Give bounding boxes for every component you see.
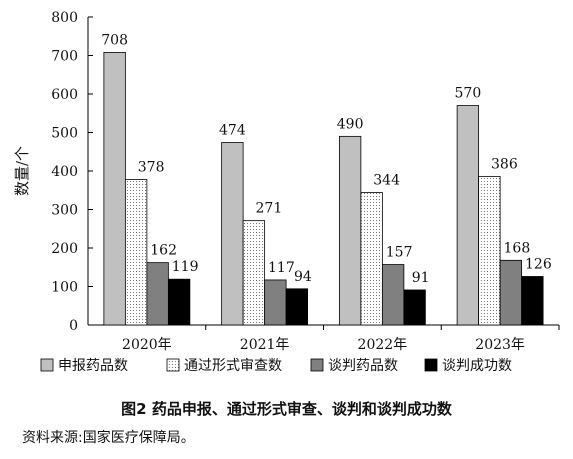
legend-label: 通过形式审查数 xyxy=(184,358,282,374)
data-label: 91 xyxy=(412,270,430,286)
bar-3-1 xyxy=(146,262,169,326)
x-category-label: 2021年 xyxy=(240,337,290,353)
legend-swatch xyxy=(166,358,180,372)
data-label: 162 xyxy=(150,243,177,259)
y-axis-label: 数量/个 xyxy=(13,146,31,196)
y-tick-label: 0 xyxy=(69,318,78,334)
x-category-label: 2020年 xyxy=(122,337,172,353)
data-label: 271 xyxy=(256,201,283,217)
bar-3-3 xyxy=(381,264,405,326)
chart-legend: 申报药品数 通过形式审查数 谈判药品数 谈判成功数 xyxy=(40,358,512,374)
legend-label: 谈判成功数 xyxy=(442,358,512,374)
legend-swatch xyxy=(310,358,324,372)
bar-2-2 xyxy=(242,220,266,326)
data-label: 94 xyxy=(294,269,312,285)
bar-3-4 xyxy=(499,259,523,326)
data-label: 157 xyxy=(386,245,413,261)
data-label: 126 xyxy=(525,256,552,272)
data-label: 378 xyxy=(138,159,165,175)
bar-1-3 xyxy=(338,135,362,326)
data-label: 386 xyxy=(491,156,518,172)
y-tick-label: 300 xyxy=(51,203,78,219)
data-label: 474 xyxy=(219,123,246,139)
data-label: 168 xyxy=(504,240,531,256)
bar-2-1 xyxy=(124,179,148,326)
data-label: 708 xyxy=(101,32,128,48)
data-label: 117 xyxy=(268,260,295,276)
bar-3-2 xyxy=(264,279,287,326)
data-source-note: 资料来源:国家医疗保障局。 xyxy=(22,430,195,446)
data-label: 490 xyxy=(337,116,364,132)
legend-label: 申报药品数 xyxy=(58,358,128,374)
bar-1-1 xyxy=(103,52,126,326)
legend-swatch xyxy=(424,358,438,372)
y-tick-label: 600 xyxy=(51,87,78,103)
bar-2-4 xyxy=(478,175,501,326)
data-label: 344 xyxy=(373,173,400,189)
bar-4-2 xyxy=(285,288,309,326)
data-label: 570 xyxy=(455,86,482,102)
y-tick-label: 100 xyxy=(51,280,78,296)
data-label: 119 xyxy=(172,259,199,275)
y-tick-label: 500 xyxy=(51,126,78,142)
bar-4-3 xyxy=(403,289,426,326)
x-category-label: 2022年 xyxy=(358,337,408,353)
figure-caption: 图2 药品申报、通过形式审查、谈判和谈判成功数 xyxy=(121,400,452,418)
y-tick-label: 700 xyxy=(51,49,78,65)
bar-1-2 xyxy=(221,142,244,326)
y-tick-label: 800 xyxy=(51,10,78,26)
bar-4-1 xyxy=(167,278,191,326)
bar-1-4 xyxy=(456,105,480,326)
x-category-label: 2023年 xyxy=(475,337,525,353)
chart-axes: 0 100 200 300 400 500 600 700 800 数量/个 2020年 2021年 2… xyxy=(13,10,560,353)
legend-swatch xyxy=(40,358,54,372)
y-tick-label: 200 xyxy=(51,241,78,257)
bar-4-4 xyxy=(521,276,544,326)
bar-2-3 xyxy=(360,192,383,326)
chart-bars xyxy=(103,52,544,326)
y-tick-label: 400 xyxy=(51,164,78,180)
bar-chart: 0 100 200 300 400 500 600 700 800 数量/个 2020年 2021年 2… xyxy=(13,10,560,374)
legend-label: 谈判药品数 xyxy=(328,358,398,374)
